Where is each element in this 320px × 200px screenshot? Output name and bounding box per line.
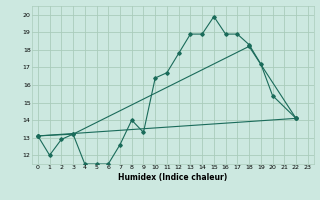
X-axis label: Humidex (Indice chaleur): Humidex (Indice chaleur) xyxy=(118,173,228,182)
